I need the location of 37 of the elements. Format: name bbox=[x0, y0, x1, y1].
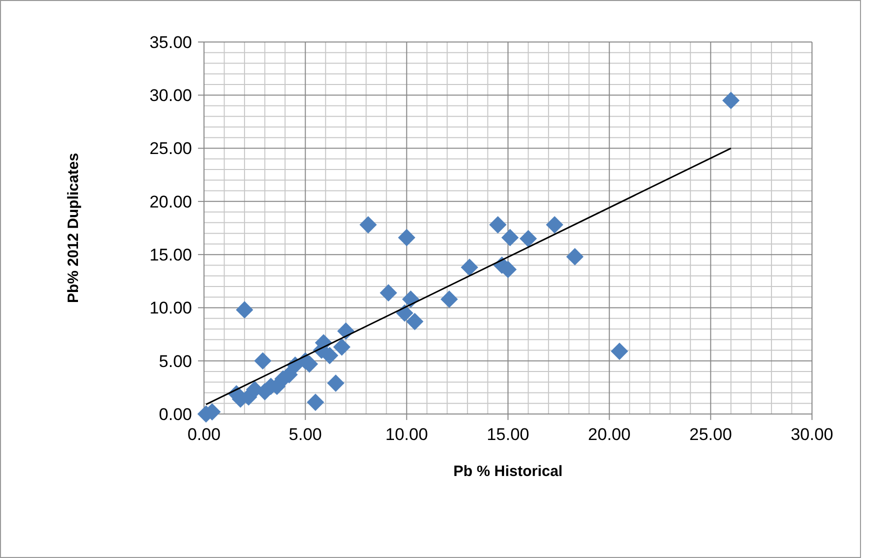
point bbox=[327, 374, 344, 392]
point bbox=[254, 352, 272, 370]
point bbox=[360, 216, 377, 234]
x-tick-label: 30.00 bbox=[790, 425, 834, 444]
point bbox=[236, 301, 254, 318]
point bbox=[722, 92, 740, 110]
point bbox=[520, 230, 537, 248]
point bbox=[406, 312, 424, 330]
point bbox=[398, 228, 416, 246]
x-tick-label: 20.00 bbox=[588, 425, 631, 444]
point bbox=[610, 342, 628, 360]
point bbox=[501, 228, 519, 246]
y-tick-label: 5.00 bbox=[158, 352, 192, 371]
point bbox=[396, 304, 414, 322]
x-tick-label: 0.00 bbox=[187, 425, 221, 444]
point bbox=[440, 290, 458, 308]
y-tick-label: 15.00 bbox=[149, 246, 192, 265]
x-axis-title: Pb % Historical bbox=[453, 463, 563, 480]
point bbox=[489, 216, 507, 234]
point bbox=[460, 258, 478, 276]
x-tick-label: 25.00 bbox=[689, 425, 732, 444]
x-tick-label: 10.00 bbox=[385, 425, 428, 444]
y-tick-label: 35.00 bbox=[149, 32, 192, 52]
point bbox=[566, 248, 584, 266]
point bbox=[546, 216, 564, 234]
y-axis-title: Pb% 2012 Duplicates bbox=[65, 152, 82, 304]
point bbox=[380, 284, 398, 302]
point bbox=[333, 338, 350, 356]
y-tick-label: 20.00 bbox=[149, 192, 192, 212]
x-tick-label: 15.00 bbox=[486, 425, 530, 444]
y-tick-label: 0.00 bbox=[158, 404, 192, 424]
y-tick-label: 30.00 bbox=[149, 86, 192, 106]
x-tick-label: 5.00 bbox=[288, 425, 322, 444]
point bbox=[402, 290, 420, 308]
y-tick-label: 25.00 bbox=[149, 139, 192, 158]
y-tick-label: 10.00 bbox=[149, 298, 192, 318]
point bbox=[306, 394, 324, 411]
